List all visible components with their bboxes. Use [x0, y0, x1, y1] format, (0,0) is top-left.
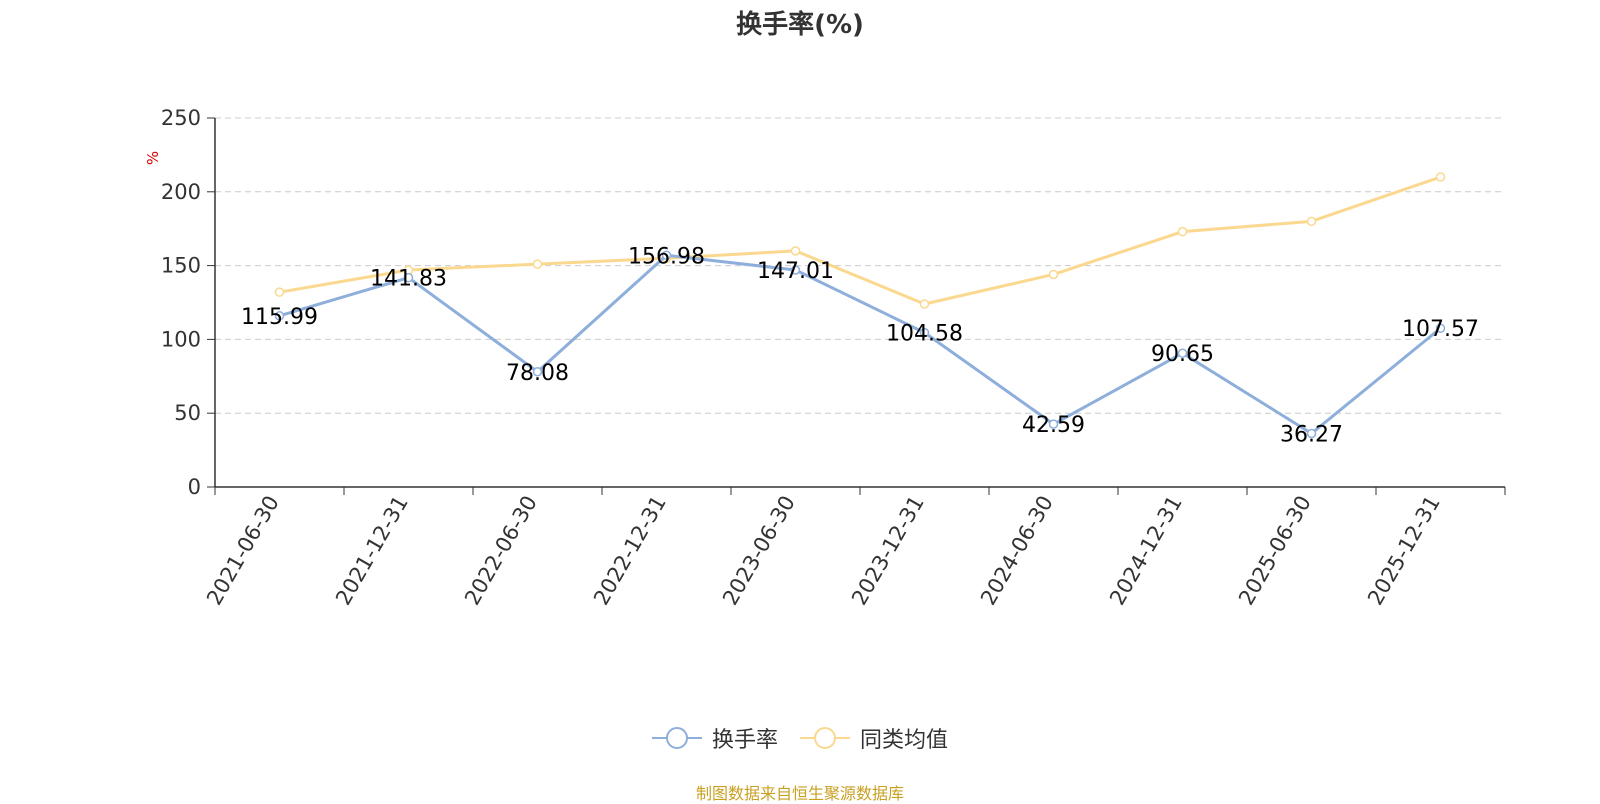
series-1-point-9: [1435, 172, 1446, 182]
data-label-9: 107.57: [1402, 317, 1479, 342]
data-label-3: 156.98: [628, 244, 705, 269]
series-0-point-7: [1177, 348, 1188, 358]
y-tick-label-150: 150: [161, 254, 201, 278]
y-tick-label-250: 250: [161, 106, 201, 130]
series-1-point-6: [1048, 269, 1059, 280]
x-tick-label-7: 2024-12-31: [1105, 492, 1187, 610]
series-0-point-8: [1306, 428, 1317, 439]
x-tick-label-2: 2022-06-30: [460, 492, 542, 610]
series-0-point-1: [403, 272, 414, 283]
series-line-0: [279, 253, 1442, 435]
data-label-2: 78.08: [506, 361, 569, 386]
legend: 换手率 同类均值: [0, 722, 1600, 754]
x-tick-label-1: 2021-12-31: [331, 492, 413, 610]
source-note: 制图数据来自恒生聚源数据库: [695, 784, 904, 803]
legend-swatch-turnover-icon: [651, 727, 702, 749]
y-tick-label-200: 200: [161, 180, 201, 204]
x-tick-label-4: 2023-06-30: [718, 492, 800, 610]
x-tick-label-6: 2024-06-30: [976, 492, 1058, 610]
series-line-1: [279, 175, 1441, 306]
series-0-point-2: [532, 367, 543, 377]
legend-label-turnover: 换手率: [711, 728, 778, 753]
data-label-8: 36.27: [1280, 422, 1343, 447]
series-1-point-0: [274, 287, 285, 297]
y-tick-label-100: 100: [161, 327, 201, 351]
series-1-point-2: [532, 259, 543, 269]
y-axis-label: %: [144, 151, 162, 165]
x-tick-label-5: 2023-12-31: [847, 492, 929, 610]
legend-item-turnover[interactable]: 换手率: [651, 722, 778, 754]
x-tick-label-0: 2021-06-30: [202, 492, 284, 610]
series-0-point-4: [790, 265, 801, 275]
x-tick-label-9: 2025-12-31: [1363, 492, 1445, 610]
legend-item-avg[interactable]: 同类均值: [800, 722, 948, 754]
series-1-point-4: [790, 246, 801, 256]
y-tick-label-50: 50: [174, 401, 201, 425]
series-1-point-7: [1177, 226, 1188, 237]
data-label-0: 115.99: [241, 305, 318, 330]
chart-title: 换手率(%): [736, 10, 864, 40]
data-label-4: 147.01: [757, 259, 834, 284]
series-0-point-3: [661, 250, 672, 261]
x-tick-label-8: 2025-06-30: [1234, 492, 1316, 610]
series-0-point-0: [274, 311, 285, 321]
x-tick-label-3: 2022-12-31: [589, 492, 671, 610]
data-label-1: 141.83: [370, 267, 447, 292]
data-label-6: 42.59: [1022, 413, 1085, 438]
y-tick-label-0: 0: [188, 475, 201, 499]
legend-swatch-avg-icon: [800, 727, 850, 749]
legend-label-avg: 同类均值: [860, 728, 949, 753]
data-label-7: 90.65: [1151, 342, 1214, 367]
data-label-5: 104.58: [886, 322, 963, 347]
series-1-point-5: [919, 299, 930, 309]
series-0-point-9: [1435, 323, 1446, 333]
series-0-point-6: [1048, 419, 1059, 429]
series-1-point-8: [1306, 216, 1317, 227]
series-0-point-5: [919, 327, 930, 338]
